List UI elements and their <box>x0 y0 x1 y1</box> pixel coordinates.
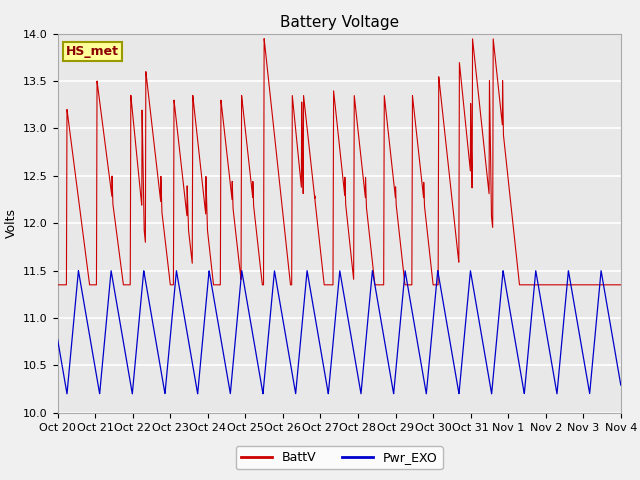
Legend: BattV, Pwr_EXO: BattV, Pwr_EXO <box>236 446 443 469</box>
Title: Battery Voltage: Battery Voltage <box>280 15 399 30</box>
Text: HS_met: HS_met <box>66 45 119 58</box>
Y-axis label: Volts: Volts <box>4 208 17 238</box>
